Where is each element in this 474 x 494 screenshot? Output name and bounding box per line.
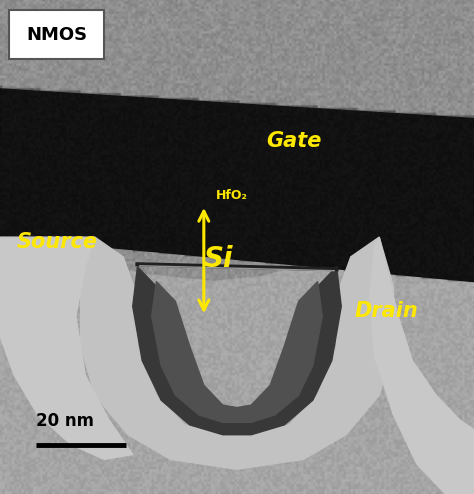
Polygon shape: [152, 282, 322, 422]
Text: NMOS: NMOS: [27, 26, 87, 43]
Polygon shape: [0, 237, 474, 494]
Text: HfO₂: HfO₂: [216, 189, 247, 202]
Text: Si: Si: [203, 246, 233, 273]
Bar: [9, 10, 104, 59]
Polygon shape: [0, 89, 474, 282]
Polygon shape: [133, 267, 341, 435]
Text: 20 nm: 20 nm: [36, 412, 93, 430]
Polygon shape: [370, 237, 474, 494]
Polygon shape: [81, 237, 393, 469]
Text: Source: Source: [17, 232, 98, 252]
Text: Drain: Drain: [355, 301, 418, 321]
Text: Gate: Gate: [266, 131, 321, 151]
Polygon shape: [0, 237, 133, 459]
